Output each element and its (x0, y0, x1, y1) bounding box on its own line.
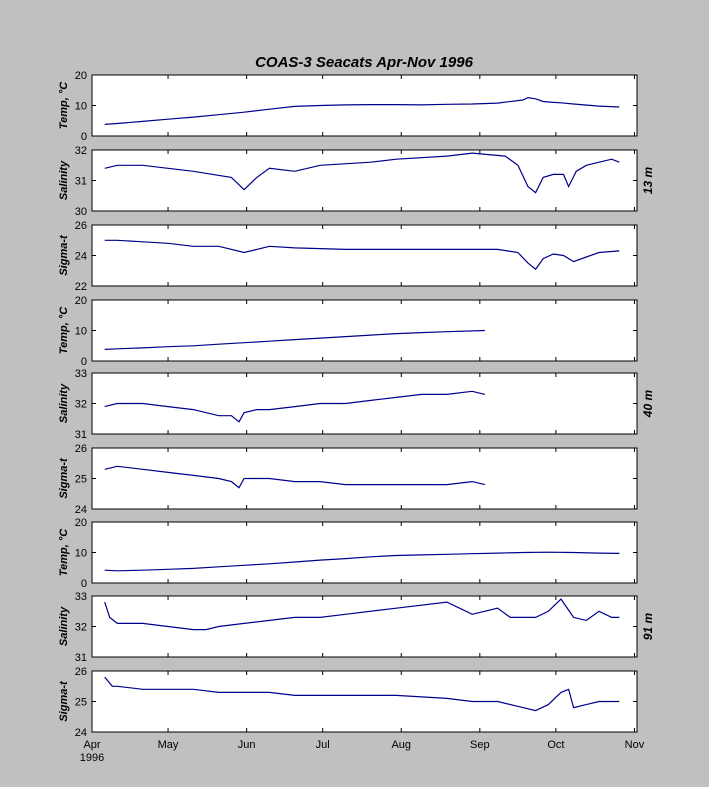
plot-area (91, 74, 638, 137)
y-tick-label: 10 (75, 548, 87, 560)
x-tick-label: Jun (238, 739, 256, 751)
plot-area (91, 372, 638, 435)
plot-area (91, 149, 638, 212)
y-tick-label: 20 (75, 70, 87, 82)
y-tick-label: 31 (75, 429, 87, 441)
panel-8: 31 32 33 Salinity 91 m (58, 591, 655, 664)
y-tick-label: 32 (75, 145, 87, 157)
panels: 0 10 20 Temp, °C 30 31 32 Salinity 13 m 22 24 26 Sig… (58, 70, 655, 739)
y-tick-label: 30 (75, 206, 87, 218)
y-axis-label: Salinity (58, 160, 70, 200)
series-line (104, 551, 620, 572)
y-tick-label: 33 (75, 368, 87, 380)
plot-area (91, 670, 638, 733)
x-tick-label: Sep (470, 739, 490, 751)
y-tick-label: 22 (75, 281, 87, 293)
chart-title: COAS-3 Seacats Apr-Nov 1996 (255, 54, 474, 71)
plot-area (91, 447, 638, 510)
y-tick-label: 33 (75, 591, 87, 603)
panel-7: 0 10 20 Temp, °C (58, 517, 638, 590)
panel-4: 0 10 20 Temp, °C (58, 295, 638, 368)
y-tick-label: 10 (75, 326, 87, 338)
y-tick-label: 0 (81, 131, 87, 143)
panel-9: 24 25 26 Sigma-t (58, 666, 638, 739)
y-axis-label: Salinity (58, 606, 70, 646)
panel-5: 31 32 33 Salinity 40 m (58, 368, 655, 441)
y-tick-label: 20 (75, 295, 87, 307)
series-line (104, 465, 486, 489)
y-tick-label: 32 (75, 622, 87, 634)
plot-area (91, 299, 638, 362)
y-axis-label: Temp, °C (58, 81, 70, 129)
y-tick-label: 25 (75, 474, 87, 486)
y-tick-label: 24 (75, 727, 87, 739)
y-axis-label: Sigma-t (58, 234, 70, 276)
series-line (104, 152, 620, 194)
depth-label: 91 m (641, 612, 655, 640)
y-tick-label: 0 (81, 356, 87, 368)
y-tick-label: 20 (75, 517, 87, 529)
series-line (104, 329, 485, 350)
panel-2: 30 31 32 Salinity 13 m (58, 145, 655, 218)
x-tick-label: Nov (625, 739, 645, 751)
y-axis-label: Temp, °C (58, 306, 70, 354)
x-tick-label: Aug (391, 739, 411, 751)
y-axis-label: Sigma-t (58, 680, 70, 722)
x-tick-label: Jul (316, 739, 330, 751)
y-tick-label: 31 (75, 652, 87, 664)
y-tick-label: 26 (75, 666, 87, 678)
x-tick-label: Apr (83, 739, 100, 751)
y-axis-label: Salinity (58, 383, 70, 423)
y-axis-label: Temp, °C (58, 528, 70, 576)
depth-label: 13 m (641, 166, 655, 194)
panel-6: 24 25 26 Sigma-t (58, 443, 638, 516)
y-tick-label: 26 (75, 220, 87, 232)
series-line (104, 598, 620, 631)
y-axis-label: Sigma-t (58, 457, 70, 499)
series-line (104, 676, 620, 712)
y-tick-label: 26 (75, 443, 87, 455)
y-tick-label: 24 (75, 251, 87, 263)
panel-1: 0 10 20 Temp, °C (58, 70, 638, 143)
series-line (104, 239, 620, 271)
y-tick-label: 24 (75, 504, 87, 516)
plot-area (91, 224, 638, 287)
y-tick-label: 10 (75, 101, 87, 113)
y-tick-label: 0 (81, 578, 87, 590)
x-tick-label: May (158, 739, 179, 751)
plot-area (91, 595, 638, 658)
series-line (104, 96, 620, 125)
series-line (104, 390, 486, 423)
x-axis: Apr May Jun Jul Aug Sep Oct Nov 1996 (80, 739, 645, 764)
depth-label: 40 m (641, 389, 655, 418)
y-tick-label: 32 (75, 399, 87, 411)
y-tick-label: 31 (75, 176, 87, 188)
x-year-label: 1996 (80, 752, 104, 764)
x-tick-label: Oct (547, 739, 564, 751)
y-tick-label: 25 (75, 697, 87, 709)
panel-3: 22 24 26 Sigma-t (58, 220, 638, 293)
